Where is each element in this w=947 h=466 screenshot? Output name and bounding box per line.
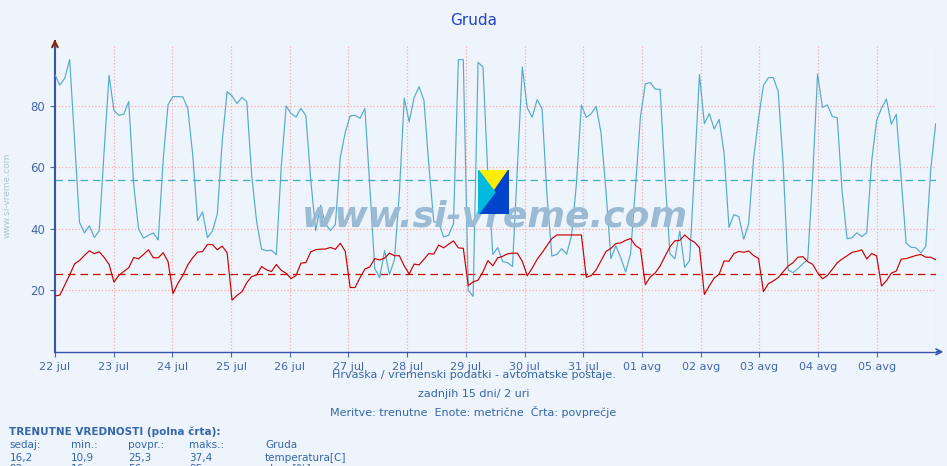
Text: 56: 56 (128, 464, 141, 466)
Text: 16: 16 (71, 464, 84, 466)
Text: www.si-vreme.com: www.si-vreme.com (3, 153, 12, 239)
Text: 10,9: 10,9 (71, 453, 94, 463)
Polygon shape (478, 170, 509, 214)
Polygon shape (478, 170, 509, 192)
Text: Gruda: Gruda (265, 440, 297, 450)
Text: povpr.:: povpr.: (128, 440, 164, 450)
Text: vlaga[%]: vlaga[%] (265, 464, 312, 466)
Text: 25,3: 25,3 (128, 453, 152, 463)
Text: 16,2: 16,2 (9, 453, 33, 463)
Text: Meritve: trenutne  Enote: metrične  Črta: povprečje: Meritve: trenutne Enote: metrične Črta: … (331, 406, 616, 418)
Text: Gruda: Gruda (450, 14, 497, 28)
Text: Hrvaška / vremenski podatki - avtomatske postaje.: Hrvaška / vremenski podatki - avtomatske… (331, 370, 616, 380)
Polygon shape (478, 170, 495, 214)
Text: sedaj:: sedaj: (9, 440, 41, 450)
Text: www.si-vreme.com: www.si-vreme.com (302, 199, 688, 233)
Text: 37,4: 37,4 (189, 453, 213, 463)
Text: 92: 92 (9, 464, 23, 466)
Text: min.:: min.: (71, 440, 98, 450)
Text: maks.:: maks.: (189, 440, 224, 450)
Text: temperatura[C]: temperatura[C] (265, 453, 347, 463)
Text: TRENUTNE VREDNOSTI (polna črta):: TRENUTNE VREDNOSTI (polna črta): (9, 426, 221, 437)
Text: zadnjih 15 dni/ 2 uri: zadnjih 15 dni/ 2 uri (418, 389, 529, 399)
Text: 95: 95 (189, 464, 203, 466)
